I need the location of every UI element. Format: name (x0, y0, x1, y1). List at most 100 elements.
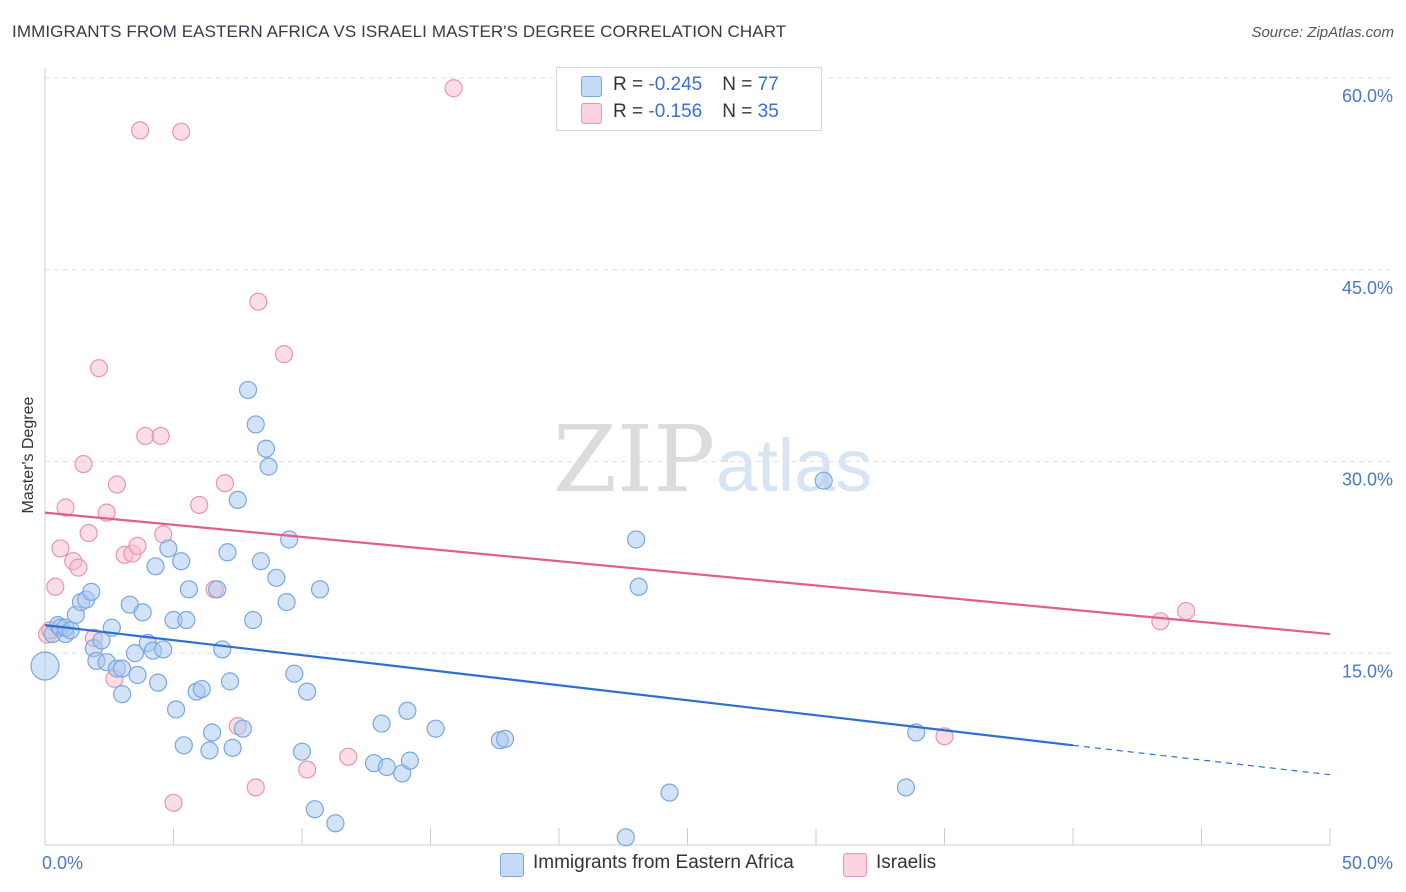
eastern-africa-points (30, 380, 926, 847)
israelis-point (298, 760, 317, 779)
israelis-point (97, 503, 116, 522)
eastern-africa-point (174, 736, 193, 755)
eastern-africa-point (259, 457, 278, 476)
eastern-africa-point (228, 490, 247, 509)
source-credit: Source: ZipAtlas.com (1251, 24, 1394, 41)
eastern-africa-point (398, 701, 417, 720)
eastern-africa-point (112, 685, 132, 704)
israelis-point (51, 539, 70, 558)
eastern-africa-point (377, 757, 396, 777)
eastern-africa-point (200, 741, 219, 760)
eastern-africa-point (202, 723, 222, 742)
eastern-africa-trend-line (44, 624, 1074, 747)
israelis-point (136, 426, 155, 446)
israelis-point (107, 475, 127, 494)
israelis-point (274, 345, 294, 364)
eastern-africa-point (233, 719, 252, 738)
israelis-point (56, 498, 75, 517)
eastern-africa-point (896, 778, 916, 797)
y-axis-label: Master's Degree (20, 396, 37, 513)
eastern-africa-point (172, 552, 191, 571)
eastern-africa-point (298, 682, 317, 701)
israelis-trend-line (44, 511, 1331, 636)
stats-legend: R = -0.245 N = 77 R = -0.156 N = 35 (556, 67, 822, 131)
eastern-africa-point (133, 603, 152, 622)
gridlines (45, 77, 1392, 654)
eastern-africa-point (246, 415, 265, 434)
eastern-africa-point (400, 751, 420, 770)
israelis-point (1151, 612, 1170, 631)
eastern-africa-point (626, 530, 646, 549)
legend-text-eastern-africa: R = -0.245 N = 77 (613, 74, 779, 95)
eastern-africa-point (629, 577, 648, 596)
israelis-point (128, 536, 147, 555)
legend-swatch-eastern-africa (581, 76, 602, 97)
israelis-point (164, 793, 183, 812)
eastern-africa-point (148, 673, 168, 692)
y-tick-label-0: 15.0% (1342, 661, 1393, 681)
eastern-africa-point (159, 539, 178, 558)
eastern-africa-point (112, 659, 132, 678)
israelis-point (151, 426, 170, 446)
israelis-point (69, 558, 88, 577)
eastern-africa-point (82, 582, 101, 601)
eastern-africa-point (310, 580, 330, 599)
watermark-zip: ZIP (553, 406, 715, 513)
eastern-africa-point (292, 742, 312, 761)
israelis-point (89, 359, 109, 378)
watermark-atlas: atlas (716, 424, 872, 507)
eastern-africa-point (218, 543, 237, 562)
eastern-africa-point (213, 640, 232, 659)
eastern-africa-point (616, 828, 635, 847)
eastern-africa-point (277, 593, 296, 612)
eastern-africa-point (125, 644, 145, 663)
eastern-africa-point (251, 552, 270, 571)
eastern-africa-point (223, 738, 242, 757)
eastern-africa-point (154, 640, 173, 659)
eastern-africa-point (280, 530, 299, 549)
watermark: ZIP atlas (553, 406, 872, 513)
trend-lines (44, 511, 1331, 776)
israelis-point (74, 454, 93, 474)
eastern-africa-point (305, 800, 324, 819)
israelis-point (46, 577, 65, 596)
eastern-africa-point (267, 568, 286, 587)
israelis-point (79, 523, 98, 543)
y-tick-label-1: 30.0% (1342, 470, 1393, 490)
bottom-legend-label-eastern-africa: Immigrants from Eastern Africa (533, 852, 794, 873)
legend-swatch-israelis (581, 103, 602, 124)
eastern-africa-point (238, 380, 258, 400)
eastern-africa-point (179, 580, 199, 599)
eastern-africa-point (146, 557, 165, 576)
israelis-point (190, 495, 209, 515)
eastern-africa-point (256, 439, 276, 458)
eastern-africa-point (426, 719, 445, 738)
israelis-point (444, 79, 463, 98)
eastern-africa-point (128, 665, 147, 685)
eastern-africa-point (326, 814, 345, 833)
eastern-africa-point (285, 664, 304, 683)
israelis-point (935, 727, 954, 746)
israelis-point (215, 474, 234, 493)
y-tick-label-3: 60.0% (1342, 86, 1393, 106)
tick-labels: 15.0% 30.0% 45.0% 60.0% 0.0% 50.0% (42, 86, 1393, 873)
bottom-legend-label-israelis: Israelis (876, 852, 937, 873)
eastern-africa-point (166, 700, 186, 719)
eastern-africa-point (192, 679, 211, 699)
bottom-legend-swatch-israelis (843, 853, 867, 877)
y-tick-label-2: 45.0% (1342, 278, 1393, 298)
eastern-africa-point (208, 580, 227, 599)
israelis-point (172, 122, 191, 141)
eastern-africa-point (495, 729, 515, 748)
israelis-point (339, 747, 358, 766)
eastern-africa-point (372, 714, 391, 733)
israelis-point (130, 121, 150, 140)
israelis-point (1176, 601, 1196, 621)
eastern-africa-point (814, 471, 833, 490)
israelis-points (37, 79, 1196, 812)
x-tick-label-0: 0.0% (42, 853, 83, 873)
eastern-africa-trend-extension (1072, 744, 1331, 776)
eastern-africa-point (660, 783, 679, 802)
eastern-africa-point (220, 672, 240, 691)
